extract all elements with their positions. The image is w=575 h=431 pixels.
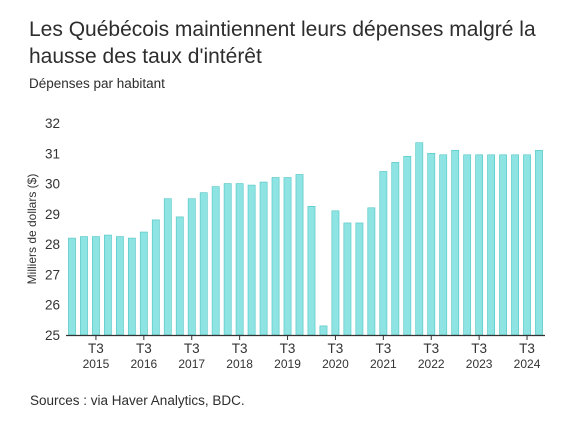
bar bbox=[68, 237, 76, 336]
bar bbox=[487, 154, 495, 336]
y-tick-label: 25 bbox=[45, 328, 60, 343]
x-tick-year: 2023 bbox=[466, 357, 493, 371]
bar bbox=[115, 236, 124, 336]
bar bbox=[247, 184, 256, 336]
source-note: Sources : via Haver Analytics, BDC. bbox=[30, 393, 245, 408]
bar bbox=[475, 154, 484, 336]
chart-title: Les Québécois maintiennent leurs dépense… bbox=[29, 18, 536, 68]
bar bbox=[271, 177, 280, 336]
x-tick-quarter: T3 bbox=[471, 341, 487, 356]
x-tick-year: 2019 bbox=[274, 357, 301, 371]
y-tick-label: 31 bbox=[45, 146, 60, 161]
bar bbox=[451, 149, 460, 336]
bar bbox=[439, 154, 448, 336]
x-tick-year: 2016 bbox=[130, 357, 157, 371]
x-tick-quarter: T3 bbox=[519, 341, 535, 356]
chart-subtitle: Dépenses par habitant bbox=[29, 76, 165, 91]
bar bbox=[427, 152, 436, 336]
x-tick-quarter: T3 bbox=[184, 341, 200, 356]
x-tick-year: 2021 bbox=[370, 357, 397, 371]
y-tick-label: 28 bbox=[45, 237, 60, 252]
bar bbox=[343, 222, 352, 336]
bar bbox=[199, 192, 208, 336]
bar bbox=[92, 236, 100, 336]
x-tick-year: 2022 bbox=[418, 357, 445, 371]
bar bbox=[127, 237, 136, 336]
bar bbox=[367, 207, 376, 336]
bar bbox=[187, 198, 196, 336]
bar bbox=[307, 205, 316, 336]
y-tick-label: 26 bbox=[45, 298, 60, 313]
bar bbox=[104, 234, 112, 336]
bar bbox=[151, 219, 160, 336]
bar bbox=[331, 210, 340, 336]
y-tick-label: 27 bbox=[45, 267, 60, 282]
x-tick-year: 2024 bbox=[514, 357, 541, 371]
x-tick-year: 2015 bbox=[83, 357, 110, 371]
x-tick-quarter: T3 bbox=[328, 341, 344, 356]
bar bbox=[463, 154, 472, 336]
bar bbox=[211, 186, 220, 336]
bar bbox=[415, 142, 424, 336]
bar bbox=[175, 216, 184, 336]
bar bbox=[379, 171, 388, 336]
y-tick-label: 32 bbox=[45, 116, 60, 131]
bar bbox=[403, 156, 412, 336]
bar bbox=[163, 198, 172, 336]
bar bbox=[499, 154, 507, 336]
y-tick-label: 29 bbox=[45, 207, 60, 222]
x-tick-year: 2017 bbox=[178, 357, 205, 371]
x-tick-quarter: T3 bbox=[232, 341, 248, 356]
bar bbox=[235, 183, 244, 336]
bar bbox=[535, 149, 543, 336]
bar bbox=[295, 174, 304, 336]
bar bbox=[391, 162, 400, 336]
bar bbox=[355, 222, 364, 336]
bar bbox=[319, 325, 328, 336]
x-tick-year: 2020 bbox=[322, 357, 349, 371]
bar bbox=[223, 183, 232, 336]
bar bbox=[283, 177, 292, 336]
x-tick-quarter: T3 bbox=[88, 341, 104, 356]
bar bbox=[511, 154, 519, 336]
bar bbox=[523, 154, 531, 336]
x-tick-quarter: T3 bbox=[375, 341, 391, 356]
bar bbox=[139, 231, 148, 336]
bar bbox=[259, 181, 268, 336]
x-tick-quarter: T3 bbox=[423, 341, 439, 356]
x-tick-year: 2018 bbox=[226, 357, 253, 371]
x-tick-quarter: T3 bbox=[136, 341, 152, 356]
y-axis-label: Milliers de dollars ($) bbox=[25, 174, 39, 285]
y-tick-label: 30 bbox=[45, 177, 60, 192]
x-tick-quarter: T3 bbox=[280, 341, 296, 356]
bar bbox=[80, 236, 88, 336]
